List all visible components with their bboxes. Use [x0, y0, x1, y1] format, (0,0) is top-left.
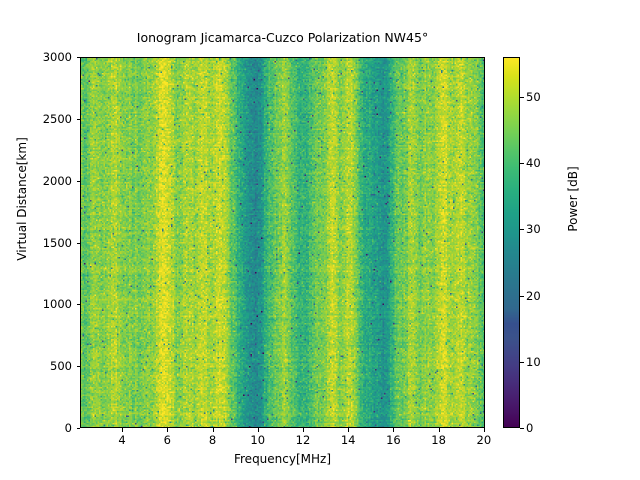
- x-tick-mark: [257, 428, 259, 432]
- y-tick-label: 3000: [42, 50, 72, 64]
- x-tick-label: 14: [340, 433, 356, 447]
- y-tick-label: 1500: [42, 235, 72, 250]
- x-tick-mark: [348, 428, 350, 432]
- colorbar-tick-label: 0: [526, 421, 534, 435]
- heatmap-axes: [80, 57, 485, 428]
- colorbar: [503, 57, 520, 428]
- x-tick-label: 10: [250, 433, 266, 447]
- x-tick-mark: [167, 428, 169, 432]
- x-tick-label: 4: [118, 433, 126, 447]
- x-tick-mark: [122, 428, 124, 432]
- y-tick-label: 1000: [42, 297, 72, 312]
- colorbar-tick-label: 30: [526, 222, 541, 237]
- colorbar-tick-mark: [520, 428, 524, 429]
- colorbar-tick-mark: [520, 295, 524, 297]
- y-tick-mark: [76, 180, 80, 182]
- colorbar-tick-mark: [520, 163, 524, 164]
- y-tick-label: 500: [50, 359, 72, 374]
- ionogram-heatmap: [81, 58, 484, 427]
- x-tick-mark: [302, 428, 304, 432]
- chart-title-line1: Ionogram Jicamarca-Cuzco Polarization NW…: [136, 30, 429, 45]
- x-tick-label: 16: [386, 433, 401, 447]
- colorbar-tick-mark: [520, 361, 524, 363]
- colorbar-tick-mark: [520, 96, 524, 98]
- y-tick-mark: [76, 57, 80, 58]
- x-tick-label: 8: [208, 433, 217, 447]
- y-tick-mark: [76, 242, 80, 244]
- y-tick-label: 0: [64, 421, 72, 435]
- colorbar-tick-label: 50: [526, 89, 541, 104]
- x-tick-label: 20: [476, 433, 492, 447]
- y-tick-label: 2500: [42, 111, 72, 126]
- y-tick-mark: [76, 366, 80, 368]
- y-tick-mark: [76, 304, 80, 306]
- colorbar-label: Power [dB]: [566, 166, 580, 232]
- x-tick-mark: [212, 428, 214, 432]
- y-axis-label: Virtual Distance[km]: [15, 137, 29, 261]
- x-tick-label: 18: [431, 433, 446, 447]
- colorbar-tick-label: 10: [526, 354, 541, 369]
- colorbar-tick-mark: [520, 229, 524, 231]
- colorbar-tick-label: 40: [526, 156, 541, 170]
- colorbar-tick-label: 20: [526, 288, 541, 303]
- x-tick-mark: [483, 428, 485, 432]
- y-tick-mark: [76, 118, 80, 120]
- y-tick-label: 2000: [42, 173, 72, 188]
- x-tick-mark: [438, 428, 440, 432]
- x-tick-label: 6: [163, 433, 171, 447]
- x-tick-mark: [393, 428, 395, 432]
- x-axis-label: Frequency[MHz]: [233, 452, 332, 466]
- x-tick-label: 12: [295, 433, 311, 447]
- y-tick-mark: [76, 428, 80, 429]
